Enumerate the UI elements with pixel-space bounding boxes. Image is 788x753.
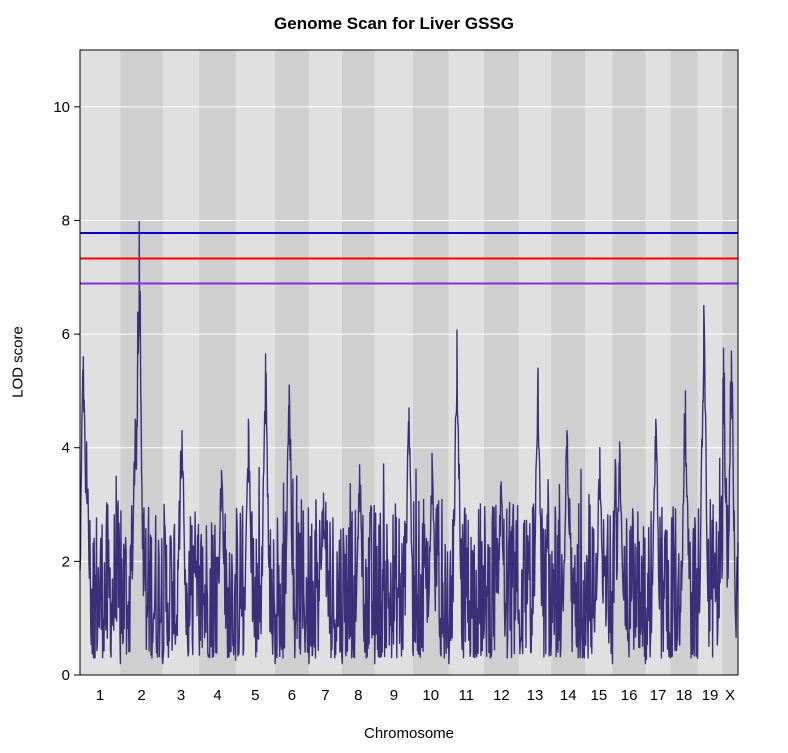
y-tick-label-10: 10 — [53, 99, 70, 116]
x-tick-label-13: 13 — [527, 687, 544, 704]
x-tick-label-7: 7 — [321, 687, 329, 704]
x-tick-label-3: 3 — [177, 687, 185, 704]
x-tick-label-11: 11 — [458, 687, 474, 704]
x-tick-label-2: 2 — [137, 687, 145, 704]
x-axis-ticks: 1 2 3 4 5 6 7 8 9 10 11 12 13 14 15 16 17 18 19 X — [96, 687, 735, 704]
x-tick-label-10: 10 — [422, 687, 439, 704]
y-tick-label-0: 0 — [62, 667, 70, 684]
lod-curve — [79, 220, 739, 665]
x-tick-label-1: 1 — [96, 687, 104, 704]
x-tick-label-5: 5 — [251, 687, 259, 704]
x-tick-label-18: 18 — [676, 687, 693, 704]
x-tick-label-8: 8 — [354, 687, 362, 704]
x-tick-label-9: 9 — [390, 687, 398, 704]
threshold-lines — [80, 231, 738, 285]
x-tick-label-4: 4 — [213, 687, 221, 704]
y-axis-ticks: 0 2 4 6 8 10 — [53, 99, 80, 684]
y-tick-label-6: 6 — [62, 326, 70, 343]
plot-frame — [79, 49, 739, 676]
x-tick-label-17: 17 — [650, 687, 667, 704]
x-tick-label-6: 6 — [288, 687, 296, 704]
grid-lines — [80, 106, 738, 562]
x-tick-label-19: 19 — [702, 687, 719, 704]
x-axis-label: Chromosome — [363, 725, 455, 742]
x-tick-label-X: X — [725, 687, 735, 704]
y-tick-label-4: 4 — [62, 440, 70, 457]
x-tick-label-12: 12 — [493, 687, 510, 704]
y-tick-label-8: 8 — [62, 212, 70, 229]
chromosome-band-X — [722, 50, 738, 675]
x-tick-label-16: 16 — [621, 687, 638, 704]
lod-series-line — [79, 220, 739, 665]
x-tick-label-15: 15 — [590, 687, 607, 704]
chart-title: Genome Scan for Liver GSSG — [274, 14, 514, 33]
y-tick-label-2: 2 — [62, 553, 70, 570]
x-tick-label-14: 14 — [560, 687, 577, 704]
